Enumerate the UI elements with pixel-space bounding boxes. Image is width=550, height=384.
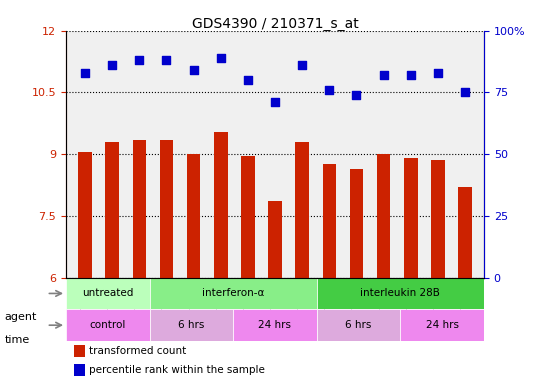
Text: interferon-α: interferon-α [202, 288, 265, 298]
Bar [214, 131, 228, 384]
Bar [295, 142, 309, 384]
Point [460, 89, 469, 96]
Bar [404, 158, 417, 384]
FancyBboxPatch shape [150, 278, 317, 310]
Bar [74, 344, 85, 357]
FancyBboxPatch shape [400, 310, 484, 341]
Bar [322, 164, 336, 384]
Bar [160, 140, 173, 384]
Bar [268, 202, 282, 384]
Text: 24 hrs: 24 hrs [426, 320, 459, 330]
Point [379, 72, 388, 78]
Text: 6 hrs: 6 hrs [178, 320, 205, 330]
Point [298, 62, 306, 68]
Text: control: control [90, 320, 126, 330]
Bar [106, 142, 119, 384]
FancyBboxPatch shape [233, 310, 317, 341]
Bar [431, 161, 444, 384]
Text: percentile rank within the sample: percentile rank within the sample [89, 365, 265, 375]
Bar [350, 169, 363, 384]
Point [352, 92, 361, 98]
Text: time: time [4, 335, 30, 345]
Point [325, 87, 334, 93]
Point [406, 72, 415, 78]
Point [433, 70, 442, 76]
FancyBboxPatch shape [66, 278, 150, 310]
Point [108, 62, 117, 68]
FancyBboxPatch shape [66, 310, 150, 341]
Text: interleukin 28B: interleukin 28B [360, 288, 441, 298]
Bar [241, 156, 255, 384]
Text: transformed count: transformed count [89, 346, 186, 356]
Text: GDS4390 / 210371_s_at: GDS4390 / 210371_s_at [191, 17, 359, 31]
Point [162, 57, 171, 63]
Bar [377, 154, 390, 384]
Bar [133, 140, 146, 384]
Bar [187, 154, 200, 384]
Bar [458, 187, 472, 384]
FancyBboxPatch shape [317, 278, 484, 310]
Point [244, 77, 252, 83]
Text: 6 hrs: 6 hrs [345, 320, 372, 330]
Point [189, 67, 198, 73]
Point [216, 55, 225, 61]
Bar [78, 152, 92, 384]
Point [135, 57, 144, 63]
FancyBboxPatch shape [317, 310, 400, 341]
Text: untreated: untreated [82, 288, 134, 298]
Text: agent: agent [4, 312, 37, 322]
Text: 24 hrs: 24 hrs [258, 320, 292, 330]
FancyBboxPatch shape [150, 310, 233, 341]
Bar [74, 364, 85, 376]
Point [271, 99, 279, 105]
Point [81, 70, 90, 76]
